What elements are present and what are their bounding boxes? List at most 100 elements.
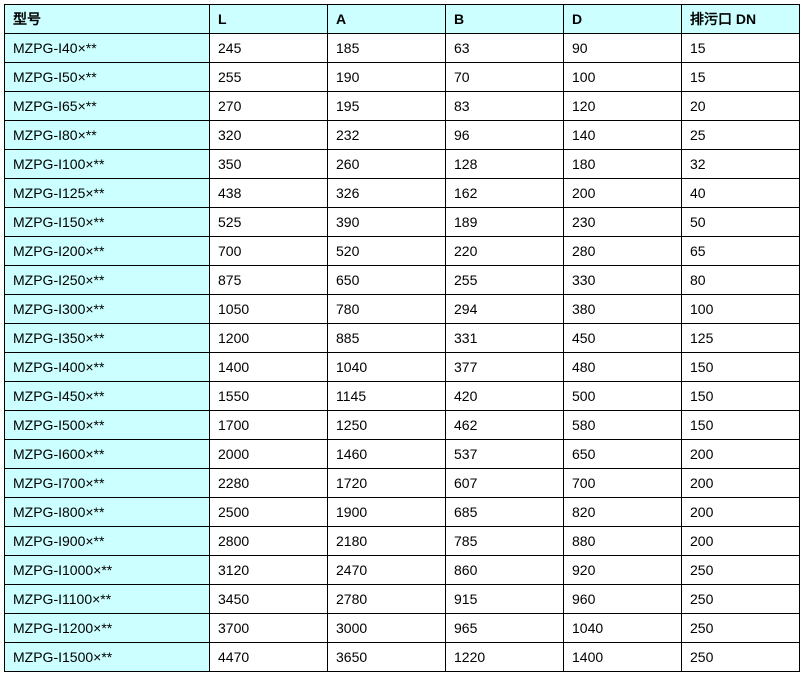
cell-value: 320 — [210, 121, 328, 150]
cell-value: 1220 — [446, 643, 564, 672]
cell-value: 1040 — [564, 614, 682, 643]
cell-value: 462 — [446, 411, 564, 440]
cell-value: 1040 — [328, 353, 446, 382]
cell-value: 232 — [328, 121, 446, 150]
cell-value: 1400 — [210, 353, 328, 382]
cell-model: MZPG-I80×** — [5, 121, 210, 150]
cell-value: 220 — [446, 237, 564, 266]
cell-value: 377 — [446, 353, 564, 382]
table-row: MZPG-I1200×**370030009651040250 — [5, 614, 800, 643]
cell-value: 2180 — [328, 527, 446, 556]
cell-value: 250 — [682, 614, 800, 643]
cell-value: 15 — [682, 63, 800, 92]
cell-value: 2280 — [210, 469, 328, 498]
cell-value: 685 — [446, 498, 564, 527]
cell-model: MZPG-I1000×** — [5, 556, 210, 585]
cell-value: 255 — [210, 63, 328, 92]
cell-value: 150 — [682, 382, 800, 411]
cell-value: 480 — [564, 353, 682, 382]
cell-value: 255 — [446, 266, 564, 295]
cell-value: 331 — [446, 324, 564, 353]
cell-value: 880 — [564, 527, 682, 556]
cell-value: 3450 — [210, 585, 328, 614]
cell-value: 100 — [564, 63, 682, 92]
col-d: D — [564, 5, 682, 34]
table-row: MZPG-I50×**2551907010015 — [5, 63, 800, 92]
cell-value: 185 — [328, 34, 446, 63]
table-row: MZPG-I400×**14001040377480150 — [5, 353, 800, 382]
cell-value: 920 — [564, 556, 682, 585]
cell-value: 50 — [682, 208, 800, 237]
cell-value: 40 — [682, 179, 800, 208]
cell-value: 875 — [210, 266, 328, 295]
cell-value: 607 — [446, 469, 564, 498]
cell-model: MZPG-I600×** — [5, 440, 210, 469]
cell-model: MZPG-I700×** — [5, 469, 210, 498]
table-row: MZPG-I250×**87565025533080 — [5, 266, 800, 295]
table-row: MZPG-I900×**28002180785880200 — [5, 527, 800, 556]
cell-value: 195 — [328, 92, 446, 121]
cell-value: 420 — [446, 382, 564, 411]
table-row: MZPG-I800×**25001900685820200 — [5, 498, 800, 527]
cell-value: 230 — [564, 208, 682, 237]
cell-value: 200 — [682, 498, 800, 527]
table-row: MZPG-I1000×**31202470860920250 — [5, 556, 800, 585]
cell-value: 785 — [446, 527, 564, 556]
cell-value: 885 — [328, 324, 446, 353]
cell-value: 1720 — [328, 469, 446, 498]
cell-value: 83 — [446, 92, 564, 121]
cell-value: 650 — [564, 440, 682, 469]
cell-value: 438 — [210, 179, 328, 208]
cell-value: 700 — [210, 237, 328, 266]
cell-model: MZPG-I150×** — [5, 208, 210, 237]
cell-model: MZPG-I450×** — [5, 382, 210, 411]
spec-table: 型号 L A B D 排污口 DN MZPG-I40×**24518563901… — [4, 4, 800, 672]
cell-value: 250 — [682, 556, 800, 585]
cell-value: 150 — [682, 353, 800, 382]
cell-value: 3000 — [328, 614, 446, 643]
table-row: MZPG-I1500×**4470365012201400250 — [5, 643, 800, 672]
cell-value: 965 — [446, 614, 564, 643]
cell-value: 2800 — [210, 527, 328, 556]
cell-value: 326 — [328, 179, 446, 208]
cell-value: 120 — [564, 92, 682, 121]
cell-value: 20 — [682, 92, 800, 121]
cell-value: 1900 — [328, 498, 446, 527]
cell-value: 330 — [564, 266, 682, 295]
cell-value: 180 — [564, 150, 682, 179]
cell-model: MZPG-I900×** — [5, 527, 210, 556]
cell-model: MZPG-I300×** — [5, 295, 210, 324]
cell-value: 520 — [328, 237, 446, 266]
cell-value: 90 — [564, 34, 682, 63]
table-row: MZPG-I600×**20001460537650200 — [5, 440, 800, 469]
table-row: MZPG-I125×**43832616220040 — [5, 179, 800, 208]
cell-value: 3650 — [328, 643, 446, 672]
cell-value: 260 — [328, 150, 446, 179]
table-row: MZPG-I150×**52539018923050 — [5, 208, 800, 237]
cell-value: 2780 — [328, 585, 446, 614]
table-row: MZPG-I65×**2701958312020 — [5, 92, 800, 121]
cell-value: 250 — [682, 585, 800, 614]
cell-value: 350 — [210, 150, 328, 179]
table-row: MZPG-I700×**22801720607700200 — [5, 469, 800, 498]
header-row: 型号 L A B D 排污口 DN — [5, 5, 800, 34]
cell-model: MZPG-I250×** — [5, 266, 210, 295]
col-a: A — [328, 5, 446, 34]
cell-value: 189 — [446, 208, 564, 237]
cell-value: 100 — [682, 295, 800, 324]
cell-model: MZPG-I1500×** — [5, 643, 210, 672]
table-row: MZPG-I200×**70052022028065 — [5, 237, 800, 266]
cell-value: 780 — [328, 295, 446, 324]
cell-model: MZPG-I1200×** — [5, 614, 210, 643]
col-drain: 排污口 DN — [682, 5, 800, 34]
cell-value: 245 — [210, 34, 328, 63]
cell-value: 200 — [682, 440, 800, 469]
cell-model: MZPG-I1100×** — [5, 585, 210, 614]
cell-value: 580 — [564, 411, 682, 440]
cell-model: MZPG-I350×** — [5, 324, 210, 353]
cell-value: 80 — [682, 266, 800, 295]
col-model: 型号 — [5, 5, 210, 34]
table-row: MZPG-I450×**15501145420500150 — [5, 382, 800, 411]
cell-value: 1050 — [210, 295, 328, 324]
cell-value: 150 — [682, 411, 800, 440]
